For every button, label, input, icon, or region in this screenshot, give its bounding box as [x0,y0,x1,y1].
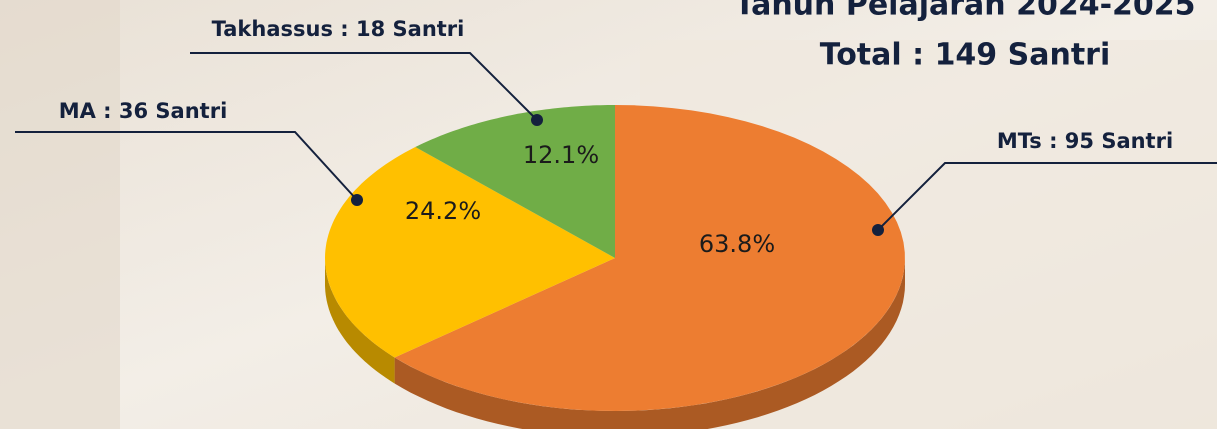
value-label: 63.8% [699,230,775,258]
leader-dot [351,194,363,206]
leader-dot [872,224,884,236]
slice-side [325,258,395,384]
value-label: 12.1% [523,141,599,169]
leader-line [15,131,358,201]
chart-subtitle: Total : 149 Santri [820,38,1111,73]
category-label: MTs : 95 Santri [997,129,1173,153]
leader-line [877,162,1217,231]
chart-title: Tahun Pelajaran 2024-2025 [734,0,1195,23]
pie [325,105,905,429]
slice [394,105,905,411]
category-label: MA : 36 Santri [59,99,228,123]
slice-side [394,258,905,429]
value-label: 24.2% [405,197,481,225]
background-photo [0,0,120,429]
category-label: Takhassus : 18 Santri [212,17,465,41]
slice [325,147,615,358]
slice [415,105,615,258]
leader-line [190,52,538,121]
leader-dot [531,114,543,126]
